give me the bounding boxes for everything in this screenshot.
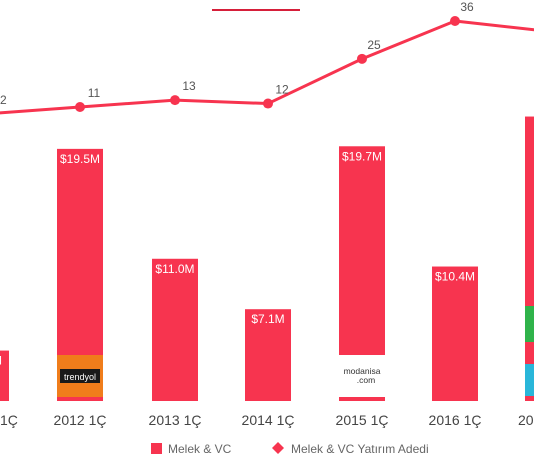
x-tick-label: 2014 1Ç (242, 412, 295, 428)
bar-value-label: $7.1M (251, 312, 284, 326)
x-tick-label: 2015 1Ç (336, 412, 389, 428)
legend-bar-label: Melek & VC (168, 442, 232, 456)
count-point-label: 11 (88, 86, 101, 100)
bar-value-label: M (0, 354, 2, 368)
logo-text: modanisa (344, 366, 381, 376)
bar (525, 116, 534, 401)
bar-overlays-layer: trendyol modanisa.com (57, 306, 534, 397)
count-point (263, 98, 273, 109)
modanisa-logo: modanisa.com (339, 355, 385, 397)
legend: Melek & VC Melek & VC Yatırım Adedi (151, 442, 429, 456)
count-point-label: 13 (182, 79, 196, 93)
count-point-label: 2 (0, 93, 7, 107)
x-tick-label: 2012 1Ç (54, 412, 107, 428)
bar (152, 258, 198, 401)
bar (0, 350, 9, 401)
x-tick-label: 2016 1Ç (429, 412, 482, 428)
count-point (450, 16, 460, 26)
x-tick-label: 20 (518, 412, 534, 428)
logo-background (339, 355, 385, 397)
x-tick-label: 2013 1Ç (149, 412, 202, 428)
logo-text: trendyol (64, 372, 96, 382)
count-line-layer: 2 11 13 12 25 36 (0, 0, 534, 115)
legend-line-label: Melek & VC Yatırım Adedi (291, 442, 429, 456)
bar (432, 266, 478, 401)
bar (245, 309, 291, 401)
trendyol-logo: trendyol (57, 355, 103, 397)
bar-segment-cyan (525, 364, 534, 396)
legend-bar-swatch (151, 443, 162, 454)
count-point-label: 36 (460, 0, 474, 14)
legend-line-swatch (272, 442, 284, 454)
bar-value-label: $11.0M (155, 262, 194, 276)
logo-subtext: .com (357, 375, 375, 385)
count-point (75, 102, 85, 112)
logo-inner (60, 369, 100, 383)
bar-value-label: $10.4M (435, 270, 475, 284)
count-point (170, 95, 180, 106)
bar-segment-green (525, 306, 534, 342)
count-point (357, 53, 367, 64)
bar-value-label: $19.7M (342, 149, 382, 163)
bar-value-label: $19.5M (60, 152, 100, 166)
x-axis-ticks: 1Ç 2012 1Ç 2013 1Ç 2014 1Ç 2015 1Ç 2016 1Ç 20 (0, 412, 534, 428)
x-tick-label: 1Ç (0, 412, 18, 428)
count-point-label: 12 (275, 83, 289, 97)
count-point-label: 25 (367, 38, 381, 52)
